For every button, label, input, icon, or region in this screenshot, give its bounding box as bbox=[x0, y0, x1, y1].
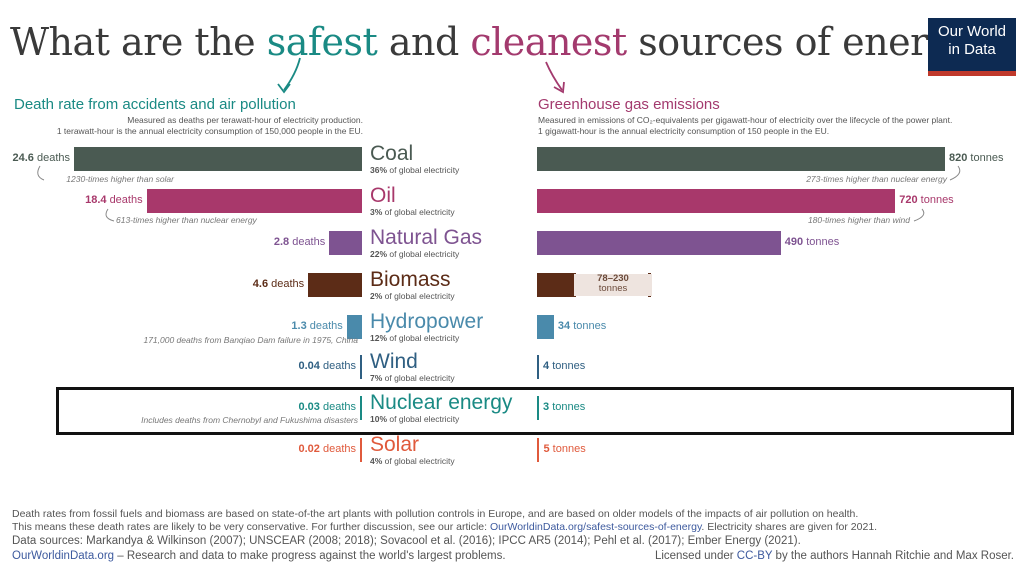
death-label-biomass: 4.6 deaths bbox=[252, 278, 305, 290]
note-oil-emission: 180-times higher than wind bbox=[807, 215, 910, 225]
cleanest-arrow bbox=[545, 61, 563, 91]
owid-link[interactable]: OurWorldinData.org bbox=[12, 550, 115, 562]
note-oil-death: 613-times higher than nuclear energy bbox=[116, 215, 257, 225]
source-coal: Coal 36% of global electricity bbox=[370, 142, 460, 176]
nuclear-highlight-box bbox=[56, 387, 1014, 435]
title-cleanest: cleanest bbox=[470, 20, 627, 64]
death-bar-biomass bbox=[308, 273, 362, 297]
emission-bar-biomass-low bbox=[537, 273, 576, 297]
death-bar-coal bbox=[74, 147, 362, 171]
emission-bar-hydropower bbox=[537, 315, 554, 339]
source-wind: Wind 7% of global electricity bbox=[370, 350, 455, 384]
note-nuclear-death: Includes deaths from Chernobyl and Fukus… bbox=[141, 415, 358, 425]
death-bar-solar bbox=[360, 438, 362, 462]
emission-bar-solar bbox=[537, 438, 540, 462]
death-bar-natural-gas bbox=[329, 231, 362, 255]
death-label-wind: 0.04 deaths bbox=[298, 360, 356, 372]
license-link[interactable]: CC-BY bbox=[736, 550, 773, 562]
left-panel-sub1: Measured as deaths per terawatt-hour of … bbox=[127, 115, 363, 125]
emission-label-hydropower: 34 tonnes bbox=[557, 320, 607, 332]
emission-label-solar: 5 tonnes bbox=[543, 443, 586, 455]
left-panel-sub2: 1 terawatt-hour is the annual electricit… bbox=[56, 126, 363, 136]
left-panel-heading: Death rate from accidents and air pollut… bbox=[14, 96, 296, 113]
emission-label-coal: 820 tonnes bbox=[949, 152, 1004, 164]
death-bar-oil bbox=[146, 189, 362, 213]
footer-license: Licensed under CC-BY by the authors Hann… bbox=[654, 550, 1014, 562]
right-panel-heading: Greenhouse gas emissions bbox=[538, 96, 720, 113]
emission-label-oil: 720 tonnes bbox=[899, 194, 954, 206]
footer-sources: Data sources: Markandya & Wilkinson (200… bbox=[12, 535, 801, 547]
footer-owid: OurWorldinData.org – Research and data t… bbox=[12, 550, 506, 562]
safest-arrow bbox=[283, 57, 301, 91]
footer-line1: Death rates from fossil fuels and biomas… bbox=[12, 508, 859, 520]
emission-bar-oil bbox=[537, 189, 896, 213]
death-label-oil: 18.4 deaths bbox=[85, 194, 143, 206]
footer-line2: This means these death rates are likely … bbox=[12, 521, 878, 533]
source-biomass: Biomass 2% of global electricity bbox=[370, 268, 455, 302]
death-label-coal: 24.6 deaths bbox=[12, 152, 70, 164]
emission-bar-nuclear-energy bbox=[537, 396, 539, 420]
owid-logo[interactable]: Our World in Data bbox=[928, 18, 1016, 76]
right-panel-sub2: 1 gigawatt-hour is the annual electricit… bbox=[538, 126, 830, 136]
emission-label-wind: 4 tonnes bbox=[543, 360, 586, 372]
emission-label-nuclear-energy: 3 tonnes bbox=[543, 401, 586, 413]
death-bar-hydropower bbox=[346, 315, 362, 339]
death-label-solar: 0.02 deaths bbox=[298, 443, 356, 455]
article-link[interactable]: OurWorldinData.org/safest-sources-of-ene… bbox=[489, 521, 702, 533]
death-label-nuclear-energy: 0.03 deaths bbox=[298, 401, 356, 413]
title-safest: safest bbox=[266, 20, 378, 64]
death-label-hydropower: 1.3 deaths bbox=[291, 320, 343, 332]
emission-label-natural-gas: 490 tonnes bbox=[784, 236, 840, 248]
page-title: What are the safest and cleanest sources… bbox=[10, 20, 993, 64]
biomass-emission-range-label: 78–230 tonnes bbox=[574, 274, 652, 296]
right-panel-sub1: Measured in emissions of CO₂-equivalents… bbox=[538, 115, 953, 125]
death-label-natural-gas: 2.8 deaths bbox=[273, 236, 326, 248]
death-bar-nuclear-energy bbox=[360, 396, 362, 420]
emission-bar-wind bbox=[537, 355, 539, 379]
source-nuclear-energy: Nuclear energy 10% of global electricity bbox=[370, 391, 513, 425]
source-oil: Oil 3% of global electricity bbox=[370, 184, 455, 218]
emission-bar-natural-gas bbox=[537, 231, 781, 255]
emission-bar-coal bbox=[537, 147, 945, 171]
death-bar-wind bbox=[360, 355, 362, 379]
source-hydropower: Hydropower 12% of global electricity bbox=[370, 310, 484, 344]
note-coal-death: 1230-times higher than solar bbox=[66, 174, 174, 184]
note-coal-emission: 273-times higher than nuclear energy bbox=[806, 174, 947, 184]
source-solar: Solar 4% of global electricity bbox=[370, 433, 455, 467]
source-natural-gas: Natural Gas 22% of global electricity bbox=[370, 226, 483, 260]
note-hydro-death: 171,000 deaths from Banqiao Dam failure … bbox=[143, 335, 358, 345]
